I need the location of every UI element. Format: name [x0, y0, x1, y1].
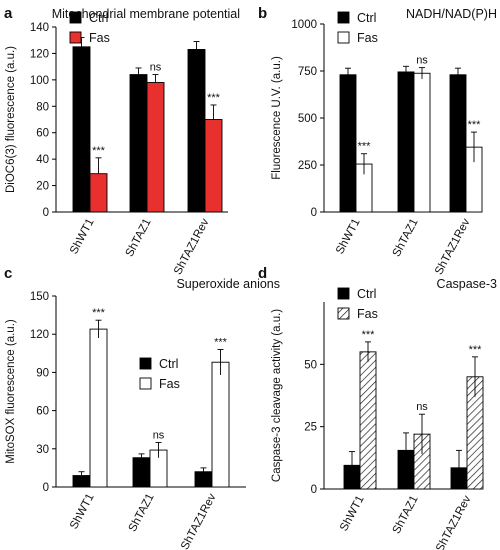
x-tick-label: ShTAZ1	[391, 494, 421, 536]
bar-ctrl-shtaz1	[397, 449, 415, 490]
significance-label: ***	[92, 307, 106, 319]
y-tick-label: 90	[36, 367, 49, 379]
x-tick-label: ShTAZ1Rev	[179, 492, 219, 550]
significance-label: ***	[92, 145, 106, 157]
legend-swatch-fas	[139, 377, 152, 390]
chart-title: Mitochondrial membrane potential	[52, 7, 240, 21]
bar-fas-shwt1	[89, 173, 108, 213]
bar-fas-shtaz1rev	[204, 119, 223, 213]
legend-swatch-fas	[337, 31, 350, 44]
bar-ctrl-shtaz1rev	[450, 467, 468, 490]
significance-label: ***	[468, 119, 482, 131]
x-tick-label: ShTAZ1	[391, 217, 421, 259]
bar-ctrl-shwt1	[343, 464, 361, 490]
x-tick-label: ShTAZ1Rev	[433, 217, 473, 277]
bar-ctrl-shwt1	[339, 74, 357, 213]
legend-label: Fas	[357, 307, 378, 321]
x-tick-label: ShWT1	[334, 217, 363, 256]
significance-label: ns	[416, 401, 428, 413]
y-tick-label: 100	[30, 75, 49, 87]
y-axis-label: Fluorescence U.V. (a.u.)	[271, 56, 283, 180]
significance-label: ***	[207, 92, 221, 104]
y-tick-label: 25	[304, 422, 317, 434]
chart-panel-a: a Mitochondrial membrane potential 0 20 40 60…	[4, 5, 240, 277]
y-tick-label: 150	[30, 291, 49, 303]
chart-panel-d: d Caspase-3 0 25 50 Caspase-3 cleavage activi…	[258, 265, 497, 550]
x-tick-label: ShTAZ1Rev	[172, 217, 212, 277]
panel-letter: c	[4, 265, 12, 282]
legend-swatch-ctrl	[139, 357, 152, 370]
chart-panel-c: c Superoxide anions 0 30 60 90 120 150 MitoSOX f…	[4, 265, 280, 550]
significance-label: ns	[416, 55, 428, 67]
significance-label: ***	[469, 344, 483, 356]
y-tick-label: 750	[298, 66, 317, 78]
chart-title: NADH/NAD(P)H	[406, 7, 497, 21]
y-tick-label: 30	[36, 444, 49, 456]
bar-ctrl-shtaz1	[397, 71, 415, 213]
y-tick-label: 80	[36, 101, 49, 113]
panel-letter: b	[258, 5, 267, 22]
bar-ctrl-shtaz1	[132, 457, 151, 488]
significance-label: ***	[362, 329, 376, 341]
y-tick-label: 500	[298, 113, 317, 125]
y-tick-label: 50	[304, 359, 317, 371]
y-tick-label: 60	[36, 406, 49, 418]
bar-ctrl-shtaz1	[129, 74, 148, 213]
bar-fas-shwt1	[359, 351, 377, 490]
y-tick-label: 120	[30, 48, 49, 60]
y-tick-label: 0	[311, 207, 317, 219]
significance-label: ns	[153, 429, 165, 441]
panel-letter: a	[4, 5, 13, 22]
y-tick-label: 120	[30, 329, 49, 341]
bar-fas-shtaz1rev	[211, 361, 230, 488]
y-tick-label: 0	[311, 484, 317, 496]
x-tick-label: ShTAZ1Rev	[434, 494, 474, 550]
y-axis-label: MitoSOX fluorescence (a.u.)	[5, 319, 17, 464]
y-tick-label: 40	[36, 154, 49, 166]
bar-ctrl-shwt1	[72, 475, 91, 488]
bar-ctrl-shwt1	[72, 46, 91, 213]
bar-fas-shtaz1	[413, 72, 431, 213]
x-tick-label: ShWT1	[68, 217, 97, 256]
x-tick-label: ShTAZ1	[127, 492, 157, 534]
panel-letter: d	[258, 265, 267, 282]
y-tick-label: 140	[30, 22, 49, 34]
chart-title: Caspase-3	[437, 277, 497, 291]
y-tick-label: 250	[298, 160, 317, 172]
x-tick-label: ShTAZ1	[124, 217, 154, 259]
chart-panel-b: b NADH/NAD(P)H 0 250 500 750 1000 Fluorescence …	[258, 5, 497, 277]
legend-swatch-fas	[69, 31, 82, 44]
x-tick-label: ShWT1	[68, 492, 97, 531]
bar-fas-shwt1	[89, 328, 108, 488]
y-tick-label: 20	[36, 181, 49, 193]
legend-label: Ctrl	[159, 357, 178, 371]
y-tick-label: 0	[43, 482, 49, 494]
bar-fas-shtaz1	[146, 82, 165, 213]
x-tick-label: ShWT1	[338, 494, 367, 533]
legend-label: Fas	[159, 377, 180, 391]
y-tick-label: 60	[36, 128, 49, 140]
bar-ctrl-shtaz1rev	[194, 471, 213, 488]
legend-label: Fas	[89, 31, 110, 45]
legend-swatch-ctrl	[337, 287, 350, 300]
legend-label: Ctrl	[357, 287, 376, 301]
legend-label: Ctrl	[357, 11, 376, 25]
legend-swatch-ctrl	[337, 11, 350, 24]
y-axis-label: DiOC6(3) fluorescence (a.u.)	[5, 46, 17, 193]
chart-title: Superoxide anions	[176, 277, 280, 291]
legend-swatch-ctrl	[69, 11, 82, 24]
bar-ctrl-shtaz1rev	[449, 74, 467, 213]
legend-swatch-fas	[337, 307, 350, 320]
significance-label: ns	[150, 62, 162, 74]
y-tick-label: 0	[43, 207, 49, 219]
y-tick-label: 1000	[291, 19, 317, 31]
y-axis-label: Caspase-3 cleavage activity (a.u.)	[271, 309, 283, 482]
legend-label: Ctrl	[89, 11, 108, 25]
significance-label: ***	[358, 141, 372, 153]
bar-ctrl-shtaz1rev	[187, 49, 206, 213]
significance-label: ***	[214, 336, 228, 348]
legend-label: Fas	[357, 31, 378, 45]
